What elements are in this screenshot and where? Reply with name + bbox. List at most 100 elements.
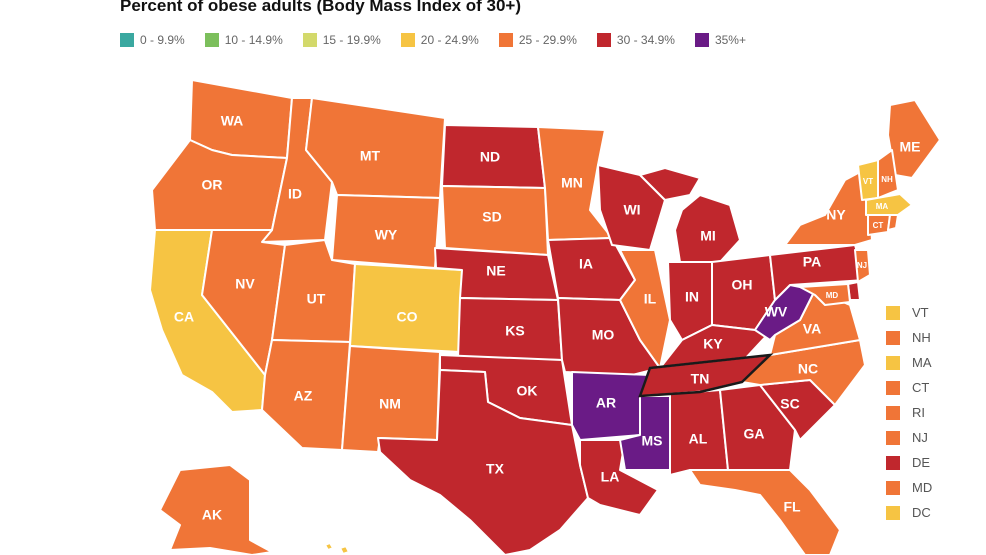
small-state-item: MD bbox=[886, 475, 986, 500]
label-OR: OR bbox=[202, 177, 223, 193]
label-ND: ND bbox=[480, 149, 500, 165]
label-WI: WI bbox=[623, 202, 640, 218]
state-IL[interactable] bbox=[619, 249, 671, 369]
state-MN[interactable] bbox=[537, 126, 613, 241]
legend-label: 20 - 24.9% bbox=[420, 33, 479, 47]
small-state-item: DE bbox=[886, 450, 986, 475]
label-OK: OK bbox=[517, 383, 538, 399]
legend-item-6: 35%+ bbox=[694, 33, 746, 47]
small-state-label: CT bbox=[912, 380, 930, 395]
state-AK[interactable] bbox=[159, 464, 273, 555]
small-state-label: VT bbox=[912, 305, 929, 320]
legend-swatch bbox=[302, 33, 317, 47]
legend-swatch bbox=[596, 33, 611, 47]
small-state-item: VT bbox=[886, 300, 986, 325]
label-NM: NM bbox=[379, 396, 401, 412]
label-MN: MN bbox=[561, 175, 583, 191]
state-MI[interactable] bbox=[674, 194, 741, 263]
label-MO: MO bbox=[592, 327, 615, 343]
legend-swatch bbox=[120, 33, 134, 47]
label-KS: KS bbox=[505, 323, 524, 339]
small-state-swatch bbox=[886, 455, 900, 470]
legend-item-1: 10 - 14.9% bbox=[204, 33, 283, 47]
label-VT-map: VT bbox=[863, 177, 873, 186]
small-state-swatch bbox=[886, 305, 900, 320]
small-state-item: NJ bbox=[886, 425, 986, 450]
map-title: Percent of obese adults (Body Mass Index… bbox=[120, 0, 522, 15]
small-state-swatch bbox=[886, 505, 900, 520]
small-state-item: DC bbox=[886, 500, 986, 525]
label-NY: NY bbox=[826, 207, 846, 223]
legend-label: 25 - 29.9% bbox=[518, 33, 577, 47]
label-IN: IN bbox=[685, 289, 699, 305]
small-state-item: MA bbox=[886, 350, 986, 375]
label-SC: SC bbox=[780, 396, 799, 412]
label-MD-map: MD bbox=[826, 291, 839, 300]
label-SD: SD bbox=[482, 209, 501, 225]
label-MA-map: MA bbox=[876, 202, 889, 211]
legend-item-3: 20 - 24.9% bbox=[400, 33, 479, 47]
small-state-swatch bbox=[886, 405, 900, 420]
legend-item-4: 25 - 29.9% bbox=[498, 33, 577, 47]
label-CT-map: CT bbox=[873, 221, 884, 230]
state-AR[interactable] bbox=[571, 371, 651, 441]
state-MI-UP[interactable] bbox=[639, 167, 701, 201]
state-PA[interactable] bbox=[769, 244, 866, 301]
label-MT: MT bbox=[360, 148, 381, 164]
label-WA: WA bbox=[221, 113, 244, 129]
label-AL: AL bbox=[689, 431, 708, 447]
small-state-swatch bbox=[886, 430, 900, 445]
small-state-label: DE bbox=[912, 455, 931, 470]
small-state-item: CT bbox=[886, 375, 986, 400]
small-state-label: DC bbox=[912, 505, 931, 520]
label-FL: FL bbox=[783, 499, 801, 515]
state-NH[interactable] bbox=[877, 149, 899, 199]
label-MS: MS bbox=[642, 433, 663, 449]
state-HI[interactable] bbox=[324, 542, 350, 555]
small-state-item: NH bbox=[886, 325, 986, 350]
legend-label: 30 - 34.9% bbox=[616, 33, 675, 47]
color-legend: 0 - 9.9% 10 - 14.9% 15 - 19.9% 20 - 24.9… bbox=[120, 30, 766, 50]
label-NV: NV bbox=[235, 276, 255, 292]
small-state-label: MD bbox=[912, 480, 933, 495]
label-NE: NE bbox=[486, 263, 505, 279]
legend-item-2: 15 - 19.9% bbox=[302, 33, 381, 47]
state-MA[interactable] bbox=[865, 193, 913, 216]
small-state-swatch bbox=[886, 380, 900, 395]
small-state-swatch bbox=[886, 355, 900, 370]
small-state-item: RI bbox=[886, 400, 986, 425]
state-RI[interactable] bbox=[887, 214, 899, 231]
label-AK: AK bbox=[202, 507, 222, 523]
state-CT[interactable] bbox=[867, 214, 891, 236]
label-LA: LA bbox=[601, 469, 620, 485]
label-VA: VA bbox=[803, 321, 821, 337]
label-GA: GA bbox=[744, 426, 765, 442]
label-AZ: AZ bbox=[294, 388, 313, 404]
legend-label: 15 - 19.9% bbox=[322, 33, 381, 47]
label-PA: PA bbox=[803, 254, 821, 270]
label-NJ-map: NJ bbox=[857, 261, 867, 270]
state-ME[interactable] bbox=[887, 99, 941, 179]
small-state-label: RI bbox=[912, 405, 925, 420]
label-IL: IL bbox=[644, 291, 657, 307]
legend-label: 10 - 14.9% bbox=[224, 33, 283, 47]
label-CA: CA bbox=[174, 309, 194, 325]
label-NC: NC bbox=[798, 361, 818, 377]
small-state-label: NJ bbox=[912, 430, 928, 445]
label-WV: WV bbox=[765, 304, 788, 320]
state-TX[interactable] bbox=[377, 369, 589, 555]
legend-label: 35%+ bbox=[714, 33, 746, 47]
small-state-swatch bbox=[886, 330, 900, 345]
label-IA: IA bbox=[579, 256, 593, 272]
tn-outline bbox=[638, 353, 774, 398]
state-NJ[interactable] bbox=[854, 249, 871, 283]
legend-swatch bbox=[400, 33, 415, 47]
label-TX: TX bbox=[486, 461, 505, 477]
label-UT: UT bbox=[307, 291, 326, 307]
legend-swatch bbox=[694, 33, 709, 47]
small-state-swatch bbox=[886, 480, 900, 495]
label-MI: MI bbox=[700, 228, 716, 244]
state-MD[interactable] bbox=[799, 283, 851, 306]
state-FL[interactable] bbox=[689, 469, 841, 555]
small-states-legend: VT NH MA CT RI NJ DE MD DC bbox=[886, 300, 986, 525]
